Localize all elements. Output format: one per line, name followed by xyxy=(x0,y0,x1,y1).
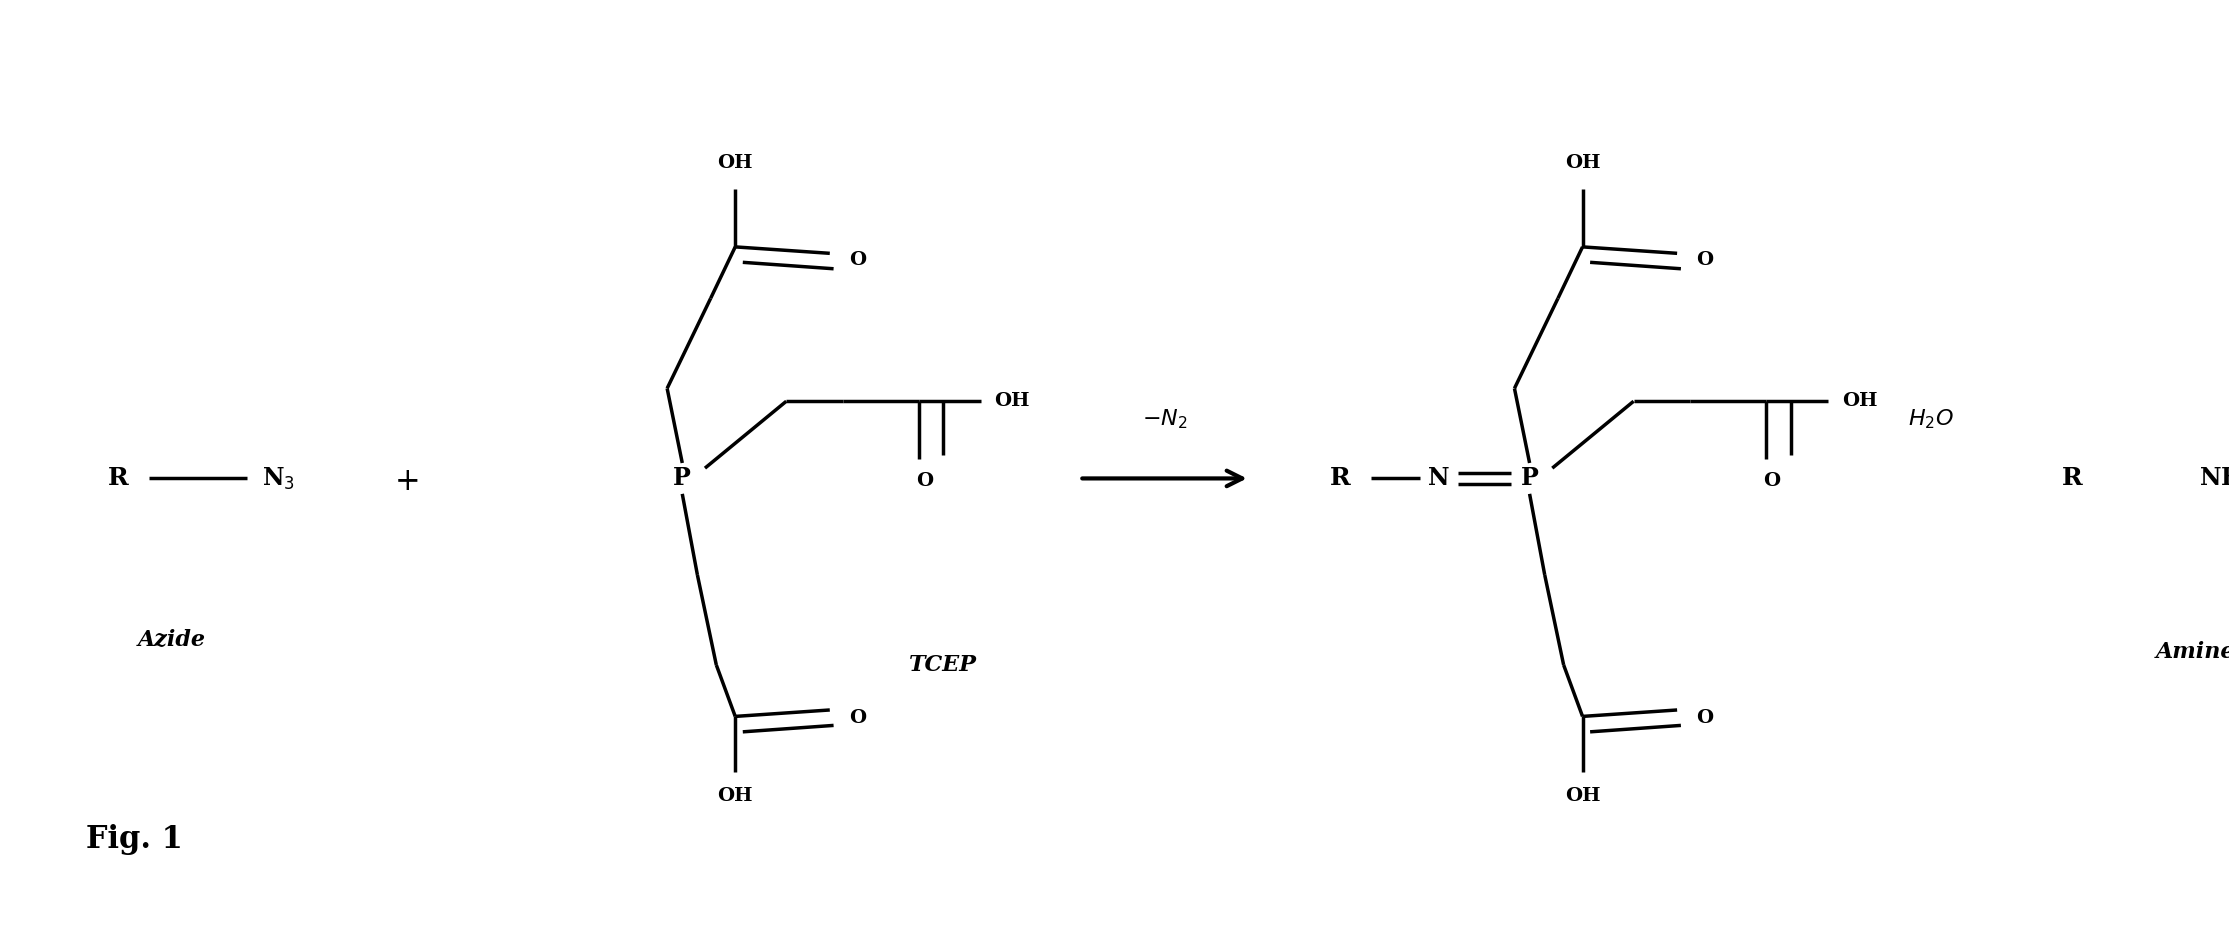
Text: OH: OH xyxy=(1565,787,1600,805)
Text: O: O xyxy=(1696,251,1714,269)
Text: +: + xyxy=(395,465,421,497)
Text: OH: OH xyxy=(1841,393,1877,411)
Text: R: R xyxy=(1331,466,1351,491)
Text: R: R xyxy=(109,466,129,491)
Text: OH: OH xyxy=(718,154,753,173)
Text: TCEP: TCEP xyxy=(909,654,976,676)
Text: OH: OH xyxy=(1565,154,1600,173)
Text: Amine: Amine xyxy=(2155,641,2229,663)
Text: $- N_2$: $- N_2$ xyxy=(1141,408,1188,431)
Text: P: P xyxy=(1520,466,1538,491)
Text: N$_3$: N$_3$ xyxy=(263,465,296,492)
Text: OH: OH xyxy=(718,787,753,805)
Text: N: N xyxy=(1429,466,1449,491)
Text: O: O xyxy=(1763,472,1781,490)
Text: O: O xyxy=(916,472,934,490)
Text: Azide: Azide xyxy=(138,628,205,650)
Text: O: O xyxy=(1696,709,1714,727)
Text: P: P xyxy=(673,466,691,491)
Text: OH: OH xyxy=(994,393,1030,411)
Text: NH$_2$: NH$_2$ xyxy=(2200,465,2229,492)
Text: O: O xyxy=(849,709,865,727)
Text: $H_2O$: $H_2O$ xyxy=(1908,408,1953,431)
Text: Fig. 1: Fig. 1 xyxy=(87,823,183,854)
Text: O: O xyxy=(849,251,865,269)
Text: R: R xyxy=(2062,466,2082,491)
